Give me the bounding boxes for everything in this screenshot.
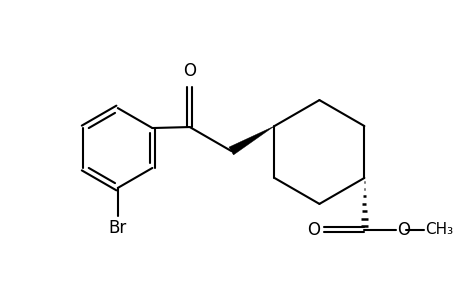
Text: O: O	[307, 221, 320, 239]
Text: O: O	[183, 62, 196, 80]
Text: CH₃: CH₃	[425, 222, 453, 237]
Polygon shape	[229, 126, 274, 155]
Text: O: O	[397, 221, 409, 239]
Text: Br: Br	[108, 219, 127, 237]
